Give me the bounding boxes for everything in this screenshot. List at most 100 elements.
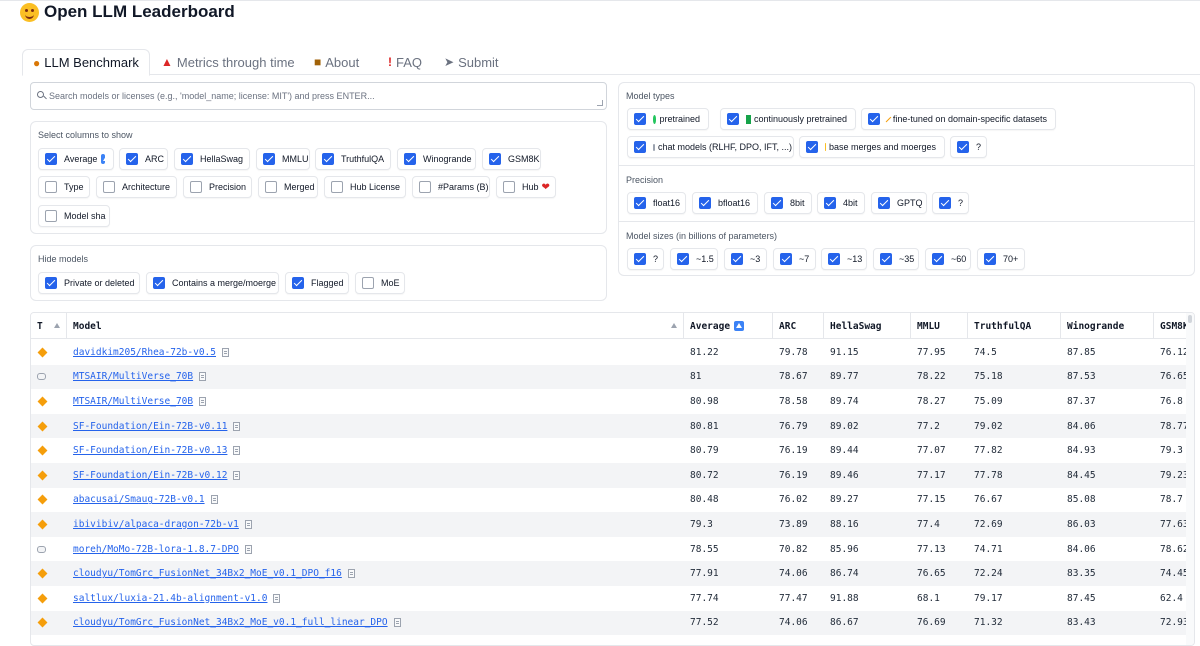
checkbox[interactable] bbox=[503, 181, 515, 193]
hide-toggle-private[interactable]: Private or deleted bbox=[38, 272, 140, 294]
size-toggle-70-plus[interactable]: 70+ bbox=[977, 248, 1025, 270]
type-toggle-continuously-pretrained[interactable]: continuously pretrained bbox=[720, 108, 856, 130]
tab-faq[interactable]: ! FAQ bbox=[388, 49, 422, 75]
checkbox[interactable] bbox=[489, 153, 501, 165]
column-toggle-hub[interactable]: Hub ❤ bbox=[496, 176, 556, 198]
size-toggle-7[interactable]: ~7 bbox=[773, 248, 816, 270]
model-link[interactable]: cloudyu/TomGrc_FusionNet_34Bx2_MoE_v0.1_… bbox=[73, 568, 342, 580]
hide-toggle-moe[interactable]: MoE bbox=[355, 272, 405, 294]
checkbox[interactable] bbox=[263, 153, 275, 165]
type-toggle-unknown[interactable]: ? bbox=[950, 136, 987, 158]
column-header-gsm8k[interactable]: GSM8K bbox=[1160, 320, 1189, 332]
resize-handle[interactable] bbox=[597, 100, 603, 106]
model-link[interactable]: abacusai/Smaug-72B-v0.1 bbox=[73, 494, 205, 506]
vertical-scrollbar[interactable] bbox=[1186, 313, 1194, 645]
column-header-mmlu[interactable]: MMLU bbox=[911, 313, 968, 339]
model-card-icon[interactable] bbox=[244, 544, 252, 554]
column-toggle-average[interactable]: Average bbox=[38, 148, 114, 170]
scrollbar-thumb[interactable] bbox=[1188, 315, 1192, 323]
checkbox[interactable] bbox=[880, 253, 892, 265]
column-header-type[interactable]: T bbox=[31, 313, 67, 339]
tab-llm-benchmark[interactable]: ● LLM Benchmark bbox=[22, 49, 150, 76]
checkbox[interactable] bbox=[878, 197, 890, 209]
size-toggle-35[interactable]: ~35 bbox=[873, 248, 919, 270]
checkbox[interactable] bbox=[45, 181, 57, 193]
checkbox[interactable] bbox=[404, 153, 416, 165]
checkbox[interactable] bbox=[634, 113, 646, 125]
column-header-winogrande[interactable]: Winogrande bbox=[1061, 313, 1154, 339]
sort-icon[interactable] bbox=[54, 323, 60, 328]
tab-about[interactable]: ■ About bbox=[314, 49, 359, 75]
sort-icon[interactable] bbox=[671, 323, 677, 328]
model-link[interactable]: SF-Foundation/Ein-72B-v0.13 bbox=[73, 445, 228, 457]
column-toggle-precision[interactable]: Precision bbox=[183, 176, 252, 198]
checkbox[interactable] bbox=[265, 181, 277, 193]
tab-metrics-through-time[interactable]: ▲ Metrics through time bbox=[161, 49, 295, 75]
model-link[interactable]: SF-Foundation/Ein-72B-v0.12 bbox=[73, 469, 228, 481]
column-header-model[interactable]: Model bbox=[67, 313, 684, 339]
type-toggle-fine-tuned[interactable]: fine-tuned on domain-specific datasets bbox=[861, 108, 1056, 130]
checkbox[interactable] bbox=[868, 113, 880, 125]
model-link[interactable]: SF-Foundation/Ein-72B-v0.11 bbox=[73, 420, 228, 432]
type-toggle-pretrained[interactable]: pretrained bbox=[627, 108, 709, 130]
checkbox[interactable] bbox=[727, 113, 739, 125]
size-toggle-60[interactable]: ~60 bbox=[925, 248, 971, 270]
checkbox[interactable] bbox=[731, 253, 743, 265]
hide-toggle-merge[interactable]: Contains a merge/moerge bbox=[146, 272, 279, 294]
type-toggle-chat[interactable]: chat models (RLHF, DPO, IFT, ...) bbox=[627, 136, 794, 158]
checkbox[interactable] bbox=[634, 197, 646, 209]
checkbox[interactable] bbox=[153, 277, 165, 289]
size-toggle-1-5[interactable]: ~1.5 bbox=[670, 248, 718, 270]
checkbox[interactable] bbox=[322, 153, 334, 165]
model-card-icon[interactable] bbox=[233, 446, 241, 456]
checkbox[interactable] bbox=[780, 253, 792, 265]
column-toggle-architecture[interactable]: Architecture bbox=[96, 176, 177, 198]
column-header-truthfulqa[interactable]: TruthfulQA bbox=[968, 313, 1061, 339]
checkbox[interactable] bbox=[824, 197, 836, 209]
column-toggle-winogrande[interactable]: Winogrande bbox=[397, 148, 476, 170]
checkbox[interactable] bbox=[699, 197, 711, 209]
precision-toggle-8bit[interactable]: 8bit bbox=[764, 192, 812, 214]
column-toggle-hellaswag[interactable]: HellaSwag bbox=[174, 148, 250, 170]
checkbox[interactable] bbox=[292, 277, 304, 289]
checkbox[interactable] bbox=[190, 181, 202, 193]
checkbox[interactable] bbox=[181, 153, 193, 165]
model-link[interactable]: MTSAIR/MultiVerse_70B bbox=[73, 395, 194, 407]
model-link[interactable]: davidkim205/Rhea-72b-v0.5 bbox=[73, 346, 216, 358]
checkbox[interactable] bbox=[771, 197, 783, 209]
column-header-hellaswag[interactable]: HellaSwag bbox=[824, 313, 911, 339]
size-toggle-13[interactable]: ~13 bbox=[821, 248, 867, 270]
model-card-icon[interactable] bbox=[199, 396, 207, 406]
checkbox[interactable] bbox=[45, 153, 57, 165]
tab-submit[interactable]: ➤ Submit bbox=[444, 49, 499, 75]
model-link[interactable]: saltlux/luxia-21.4b-alignment-v1.0 bbox=[73, 592, 268, 604]
size-toggle-3[interactable]: ~3 bbox=[724, 248, 767, 270]
column-header-arc[interactable]: ARC bbox=[773, 313, 824, 339]
checkbox[interactable] bbox=[634, 253, 646, 265]
precision-toggle-4bit[interactable]: 4bit bbox=[817, 192, 865, 214]
model-link[interactable]: ibivibiv/alpaca-dragon-72b-v1 bbox=[73, 518, 239, 530]
precision-toggle-bfloat16[interactable]: bfloat16 bbox=[692, 192, 758, 214]
column-toggle-merged[interactable]: Merged bbox=[258, 176, 318, 198]
model-card-icon[interactable] bbox=[233, 470, 241, 480]
checkbox[interactable] bbox=[939, 197, 951, 209]
checkbox[interactable] bbox=[331, 181, 343, 193]
column-toggle-params[interactable]: #Params (B) bbox=[412, 176, 490, 198]
model-card-icon[interactable] bbox=[244, 519, 252, 529]
model-card-icon[interactable] bbox=[273, 593, 281, 603]
model-link[interactable]: moreh/MoMo-72B-lora-1.8.7-DPO bbox=[73, 543, 239, 555]
checkbox[interactable] bbox=[806, 141, 818, 153]
column-toggle-hub-license[interactable]: Hub License bbox=[324, 176, 406, 198]
model-card-icon[interactable] bbox=[347, 569, 355, 579]
column-header-average[interactable]: Average bbox=[684, 313, 773, 339]
checkbox[interactable] bbox=[957, 141, 969, 153]
checkbox[interactable] bbox=[45, 210, 57, 222]
checkbox[interactable] bbox=[103, 181, 115, 193]
checkbox[interactable] bbox=[932, 253, 944, 265]
precision-toggle-gptq[interactable]: GPTQ bbox=[871, 192, 927, 214]
checkbox[interactable] bbox=[677, 253, 689, 265]
column-toggle-truthfulqa[interactable]: TruthfulQA bbox=[315, 148, 391, 170]
checkbox[interactable] bbox=[362, 277, 374, 289]
model-link[interactable]: MTSAIR/MultiVerse_70B bbox=[73, 371, 194, 383]
checkbox[interactable] bbox=[419, 181, 431, 193]
